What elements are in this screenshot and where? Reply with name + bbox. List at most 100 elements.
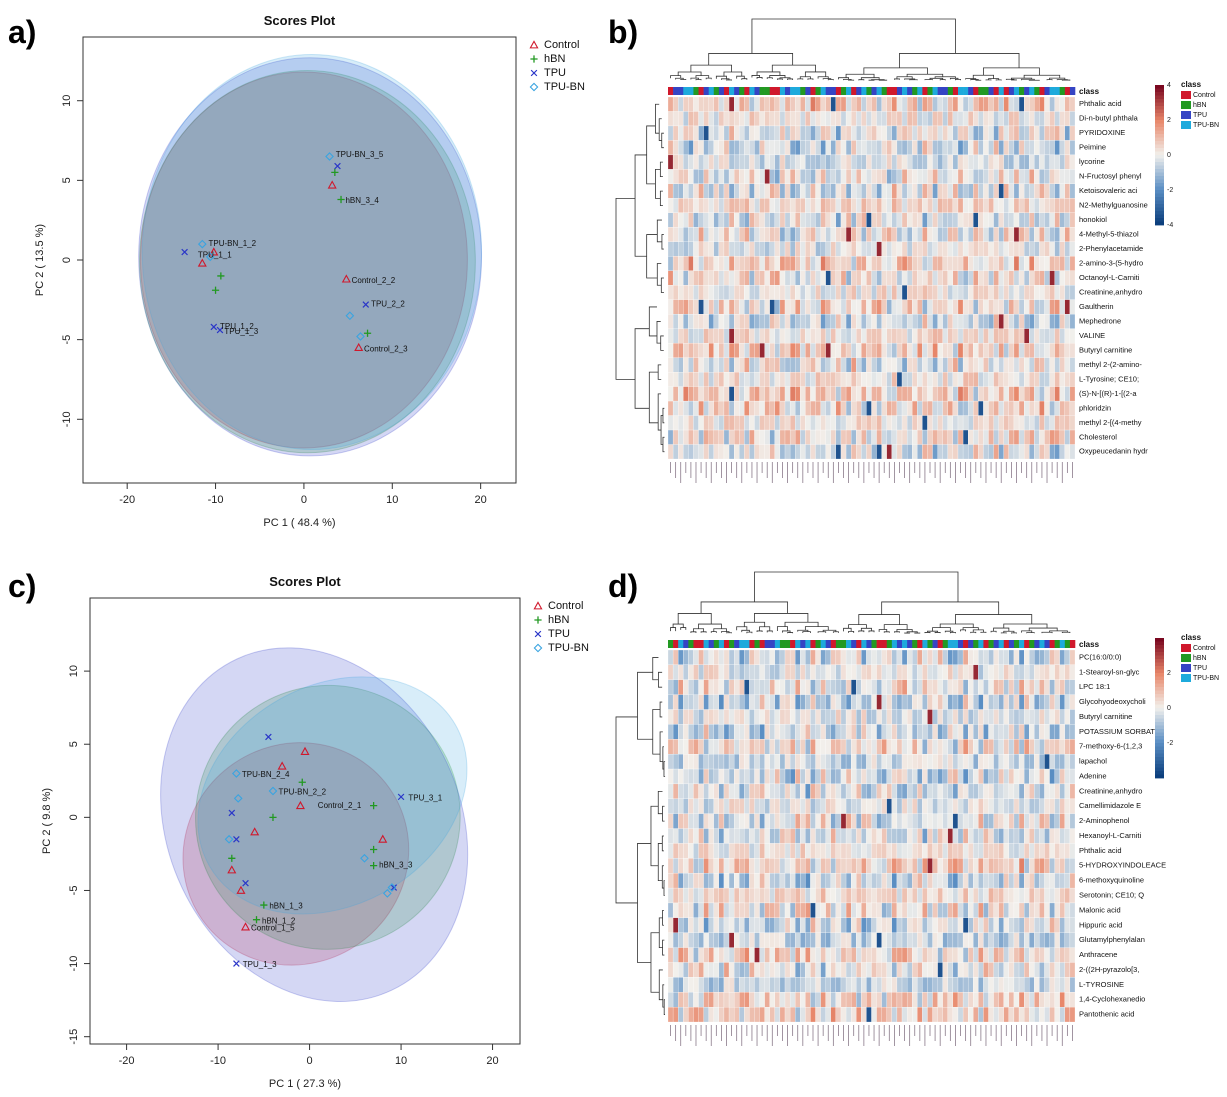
color-scale-step [1155, 102, 1164, 107]
color-scale-step [1155, 137, 1164, 142]
x-tick-label: -10 [210, 1055, 226, 1067]
class-cell [734, 640, 740, 648]
y-tick-label: 5 [68, 741, 80, 747]
class-cell [723, 87, 730, 95]
color-scale-step [1155, 214, 1164, 219]
class-cell [688, 640, 694, 648]
color-scale-step [1155, 690, 1164, 695]
class-cell [825, 87, 832, 95]
class-cell [1013, 640, 1020, 648]
color-scale-step [1155, 767, 1164, 772]
color-scale-step [1155, 197, 1164, 201]
class-cell [896, 640, 903, 648]
color-scale-step [1155, 652, 1164, 656]
class-cell [729, 87, 735, 95]
sample-label-tpu-bn-1-2: TPU-BN_1_2 [208, 239, 256, 248]
class-legend-swatch-tpu [1181, 664, 1191, 672]
point-tpu-1-3 [216, 326, 224, 334]
legend-label-tpu-bn: TPU-BN [544, 81, 585, 93]
color-scale-step [1155, 127, 1164, 131]
scores-plot-c: Scores Plot -20 -10 0 10 20 -15 -10 -5 0 5 10 PC 1 (… [41, 574, 589, 1090]
color-scale-step [1155, 113, 1164, 117]
class-bar-label: class [1079, 640, 1100, 649]
row-label-anthracene: Anthracene [1079, 950, 1117, 959]
class-cell [795, 87, 801, 95]
class-cell [815, 640, 821, 648]
class-cell [693, 640, 699, 648]
class-cell [978, 640, 984, 648]
class-cell [723, 640, 730, 648]
class-cell [1064, 87, 1071, 95]
color-scale-step [1155, 193, 1164, 198]
color-scale-step [1155, 753, 1164, 758]
point-tpu-bn-2-4 [356, 332, 365, 341]
row-label-malonic-acid: Malonic acid [1079, 905, 1121, 914]
point-tpu-bn-3-2 [382, 889, 392, 898]
color-scale-tick: 4 [1167, 82, 1171, 89]
confidence-ellipse-tpu-bn [141, 54, 483, 451]
class-cell [1013, 87, 1020, 95]
class-legend-label-hbn: hBN [1193, 655, 1207, 662]
point-control-3-2 [378, 834, 388, 843]
class-cell [1049, 640, 1055, 648]
confidence-ellipse-control [182, 742, 410, 966]
class-legend-label-tpu-bn: TPU-BN [1193, 675, 1219, 682]
sample-label-tpu-1-3: TPU_1_3 [224, 327, 258, 336]
row-label-lycorine: lycorine [1079, 157, 1105, 166]
class-cell [1019, 87, 1025, 95]
class-legend-swatch-tpu-bn [1181, 121, 1191, 129]
class-cell [785, 640, 791, 648]
row-label-l-tyrosine: L-TYROSINE [1079, 980, 1124, 989]
point-control-2-3 [354, 342, 364, 352]
point-hbn-2-2 [298, 778, 306, 786]
point-hbn-3-5 [370, 802, 378, 810]
confidence-ellipse-control [139, 71, 468, 449]
class-cell [1059, 87, 1066, 95]
class-cell [835, 87, 842, 95]
legend-marker-tpu [530, 69, 538, 77]
sample-label-hbn-1-2: hBN_1_2 [262, 916, 296, 925]
class-cell [698, 640, 704, 648]
legend-label-hbn: hBN [548, 614, 569, 626]
class-cell [886, 87, 893, 95]
legend-label-tpu-bn: TPU-BN [548, 642, 589, 654]
row-label-hippuric-acid: Hippuric acid [1079, 920, 1122, 929]
point-tpu-3-3 [334, 162, 341, 170]
point-hbn-1-4 [269, 813, 277, 821]
class-legend-swatch-hbn [1181, 101, 1191, 109]
row-dendrogram [615, 103, 665, 453]
color-scale-step [1155, 683, 1164, 688]
point-tpu-3-3 [390, 884, 398, 891]
x-tick-label: 0 [301, 494, 307, 506]
point-control-1-1 [197, 258, 207, 267]
class-cell [835, 640, 842, 648]
point-tpu-bn-1-4 [233, 793, 243, 803]
class-cell [718, 640, 725, 648]
chart-title: Scores Plot [269, 574, 341, 589]
class-cell [988, 87, 994, 95]
chart-title: Scores Plot [264, 13, 336, 28]
point-tpu-1-5 [233, 835, 240, 843]
confidence-ellipse-tpu [160, 647, 469, 1002]
color-scale-step [1155, 669, 1164, 674]
row-label-2-aminophenol: 2-Aminophenol [1079, 816, 1130, 825]
color-scale-step [1155, 638, 1164, 642]
class-cell [912, 87, 918, 95]
class-cell [673, 640, 679, 648]
color-scale-step [1155, 648, 1164, 653]
point-tpu-1-1 [181, 248, 188, 256]
class-cell [871, 87, 877, 95]
class-cell [912, 640, 918, 648]
heatmap-d: class PC(16:0/0:0) 1-Stearoyl-sn-glyc LPC 1… [615, 571, 1219, 1046]
row-label-2-amino-3-5-hydro: 2-amino-3-(5-hydro [1079, 259, 1143, 268]
color-scale-step [1155, 645, 1164, 649]
sample-label-tpu-1-1: TPU_1_1 [198, 250, 232, 259]
point-control-1-2 [250, 827, 260, 836]
row-label-phloridzin: phloridzin [1079, 403, 1111, 412]
color-scale-step [1155, 183, 1164, 187]
class-cell [734, 87, 740, 95]
column-labels [670, 1025, 1073, 1046]
row-label-1-stearoyl-sn-glyc: 1-Stearoyl-sn-glyc [1079, 667, 1140, 676]
point-hbn-2-5 [363, 329, 372, 337]
point-hbn-1-5 [228, 854, 236, 862]
